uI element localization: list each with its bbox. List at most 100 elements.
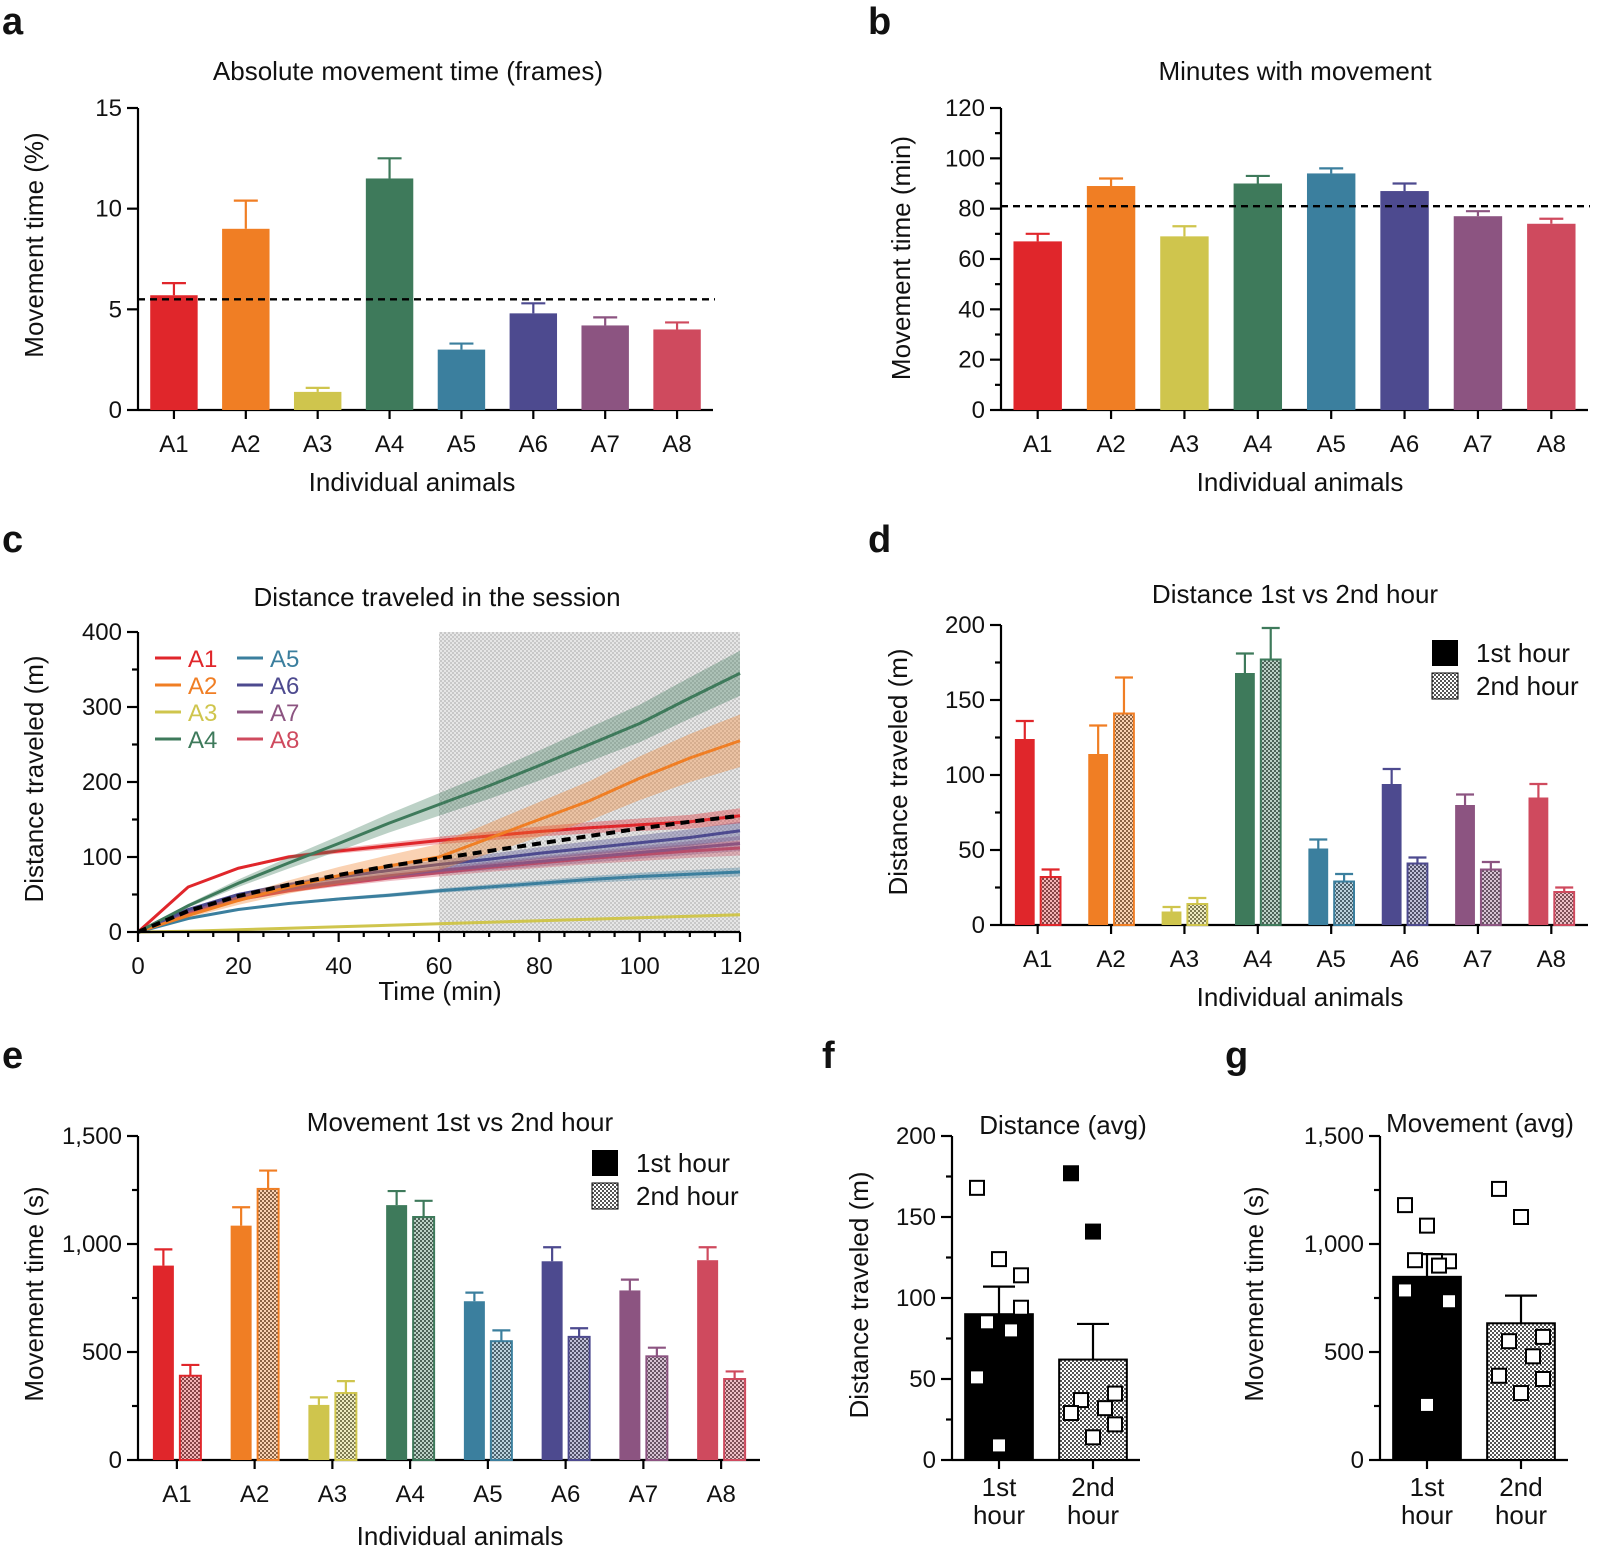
panel-g-data-point <box>1491 1180 1507 1197</box>
panel-d-bar-a8-2nd-hour <box>1553 891 1576 926</box>
panel-d-bar-tint-a8 <box>1555 893 1574 924</box>
panel-c-legend-label-a3: A3 <box>188 700 217 727</box>
ylabel-c: Distance traveled (m) <box>19 655 49 902</box>
panel-g-data-point <box>1491 1367 1507 1384</box>
panel-a-x-tick-label: A3 <box>303 431 332 458</box>
panel-c-legend-label-a2: A2 <box>188 673 217 700</box>
panel-g-data-point <box>1407 1252 1423 1269</box>
panel-d-bar-tint-a1 <box>1041 878 1060 924</box>
panel-e-bar-tint-a8 <box>725 1380 745 1459</box>
panel-f-data-point <box>991 1251 1007 1268</box>
panel-e-bar-a7-2nd-hour <box>645 1355 669 1461</box>
panel-g-data-point <box>1513 1209 1529 1225</box>
panel-c-x-tick-label: 120 <box>720 953 760 980</box>
panel-e-bar-tint-a1 <box>180 1376 200 1459</box>
panel-d-y-tick-label: 200 <box>945 612 985 639</box>
panel-d-bar-a7-2nd-hour <box>1479 868 1502 926</box>
panel-e-bar-a6-1st-hour <box>541 1261 563 1460</box>
panel-e-bar-a8-2nd-hour <box>723 1378 747 1461</box>
panel-a-y-tick-label: 10 <box>95 196 122 223</box>
panel-d-legend-swatch-2nd-hour <box>1431 672 1459 700</box>
panel-b-x-tick-label: A2 <box>1096 431 1125 458</box>
panel-c-line-a5 <box>137 870 741 934</box>
panel-b-x-tick-label: A5 <box>1317 431 1346 458</box>
panel-d-x-tick-label: A8 <box>1537 946 1566 973</box>
panel-c-line-a3 <box>137 913 741 934</box>
panel-f-data-point <box>1013 1299 1029 1316</box>
panel-b-bar-a7 <box>1453 216 1503 410</box>
panel-d-x-tick-label: A5 <box>1317 946 1346 973</box>
xlabel-c: Time (min) <box>378 976 501 1006</box>
panel-a-bar-a3 <box>293 391 342 410</box>
panel-e-bar-tint-a4 <box>414 1218 434 1459</box>
panel-c-x-tick-label: 20 <box>225 953 252 980</box>
panel-e-legend-label-2nd-hour: 2nd hour <box>636 1181 739 1211</box>
panel-c-band-a2 <box>138 714 740 932</box>
panel-d-x-tick-label: A4 <box>1243 946 1272 973</box>
panel-f-data-point <box>1097 1400 1113 1417</box>
panel-g-y-tick-label: 1,000 <box>1304 1231 1364 1258</box>
panel-b-x-tick-label: A4 <box>1243 431 1272 458</box>
panel-a-x-tick-label: A4 <box>375 431 404 458</box>
panel-d-x-tick-label: A7 <box>1463 946 1492 973</box>
panel-c-line-a2 <box>137 739 741 934</box>
panel-g-data-point <box>1535 1328 1551 1345</box>
xlabel-a: Individual animals <box>309 467 516 497</box>
panel-b-y-tick-label: 80 <box>958 196 985 223</box>
panel-f-data-point <box>1073 1392 1089 1409</box>
panel-b-bar-a4 <box>1233 183 1283 410</box>
ylabel-f: Distance traveled (m) <box>844 1171 874 1418</box>
panel-e-x-tick-label: A1 <box>162 1481 191 1508</box>
panel-e-x-tick-label: A8 <box>706 1481 735 1508</box>
panel-b-bar-a2 <box>1086 186 1136 410</box>
panel-d-bar-tint-a3 <box>1188 905 1207 924</box>
panel-g-data-point <box>1419 1217 1435 1234</box>
panel-c-band-a1 <box>138 808 740 932</box>
panel-c-x-tick-label: 100 <box>620 953 660 980</box>
panel-c-second-hour-shading <box>439 632 740 932</box>
panel-e-bar-a3-2nd-hour <box>334 1392 358 1462</box>
panel-b-x-tick-label: A3 <box>1170 431 1199 458</box>
panel-f-data-point <box>969 1179 985 1196</box>
panel-label-c: c <box>2 519 23 561</box>
panel-a-bar-a7 <box>581 325 629 410</box>
panel-label-d: d <box>868 519 891 561</box>
panel-b-x-tick-label: A1 <box>1023 431 1052 458</box>
panel-c-line-a1 <box>136 814 741 934</box>
panel-d-x-tick-label: A2 <box>1096 946 1125 973</box>
panel-a-bar-a1 <box>150 295 198 410</box>
panel-f-data-point <box>1003 1322 1019 1339</box>
panel-a-x-tick-label: A8 <box>662 431 691 458</box>
panel-g-y-tick-label: 1,500 <box>1304 1123 1364 1150</box>
title-a: Absolute movement time (frames) <box>213 56 603 86</box>
panel-g-data-point <box>1525 1348 1541 1365</box>
panel-a-bar-a2 <box>222 228 270 410</box>
panel-f-data-point <box>1063 1405 1079 1422</box>
panel-label-f: f <box>822 1035 835 1077</box>
panel-a-x-tick-label: A1 <box>159 431 188 458</box>
panel-d-y-tick-label: 50 <box>958 837 985 864</box>
panel-a-y-tick-label: 5 <box>109 296 122 323</box>
panel-c-line-mean <box>137 813 741 934</box>
panel-c-band-a7 <box>138 836 740 932</box>
panel-e-bar-a1-1st-hour <box>152 1265 174 1460</box>
panel-c-legend-label-a4: A4 <box>188 727 217 754</box>
panel-b-bar-a5 <box>1306 173 1356 410</box>
panel-f-y-tick-label: 100 <box>896 1285 936 1312</box>
title-f: Distance (avg) <box>979 1110 1147 1140</box>
panel-c-y-tick-label: 0 <box>109 919 122 946</box>
panel-e-bar-a5-1st-hour <box>463 1301 485 1460</box>
panel-b-y-tick-label: 60 <box>958 246 985 273</box>
panel-a-bar-a4 <box>365 178 414 410</box>
panel-f-y-tick-label: 0 <box>923 1447 936 1474</box>
panel-e-legend-swatch-1st-hour <box>592 1150 618 1176</box>
panel-f-data-point <box>969 1369 985 1386</box>
panel-e-bar-tint-a7 <box>647 1357 667 1459</box>
panel-d-bar-a4-2nd-hour <box>1259 658 1282 926</box>
title-d: Distance 1st vs 2nd hour <box>1152 579 1438 609</box>
title-b: Minutes with movement <box>1158 56 1432 86</box>
panel-g-y-tick-label: 0 <box>1351 1447 1364 1474</box>
panel-d-bar-a2-2nd-hour <box>1113 712 1135 926</box>
panel-e-bar-a3-1st-hour <box>308 1404 330 1460</box>
